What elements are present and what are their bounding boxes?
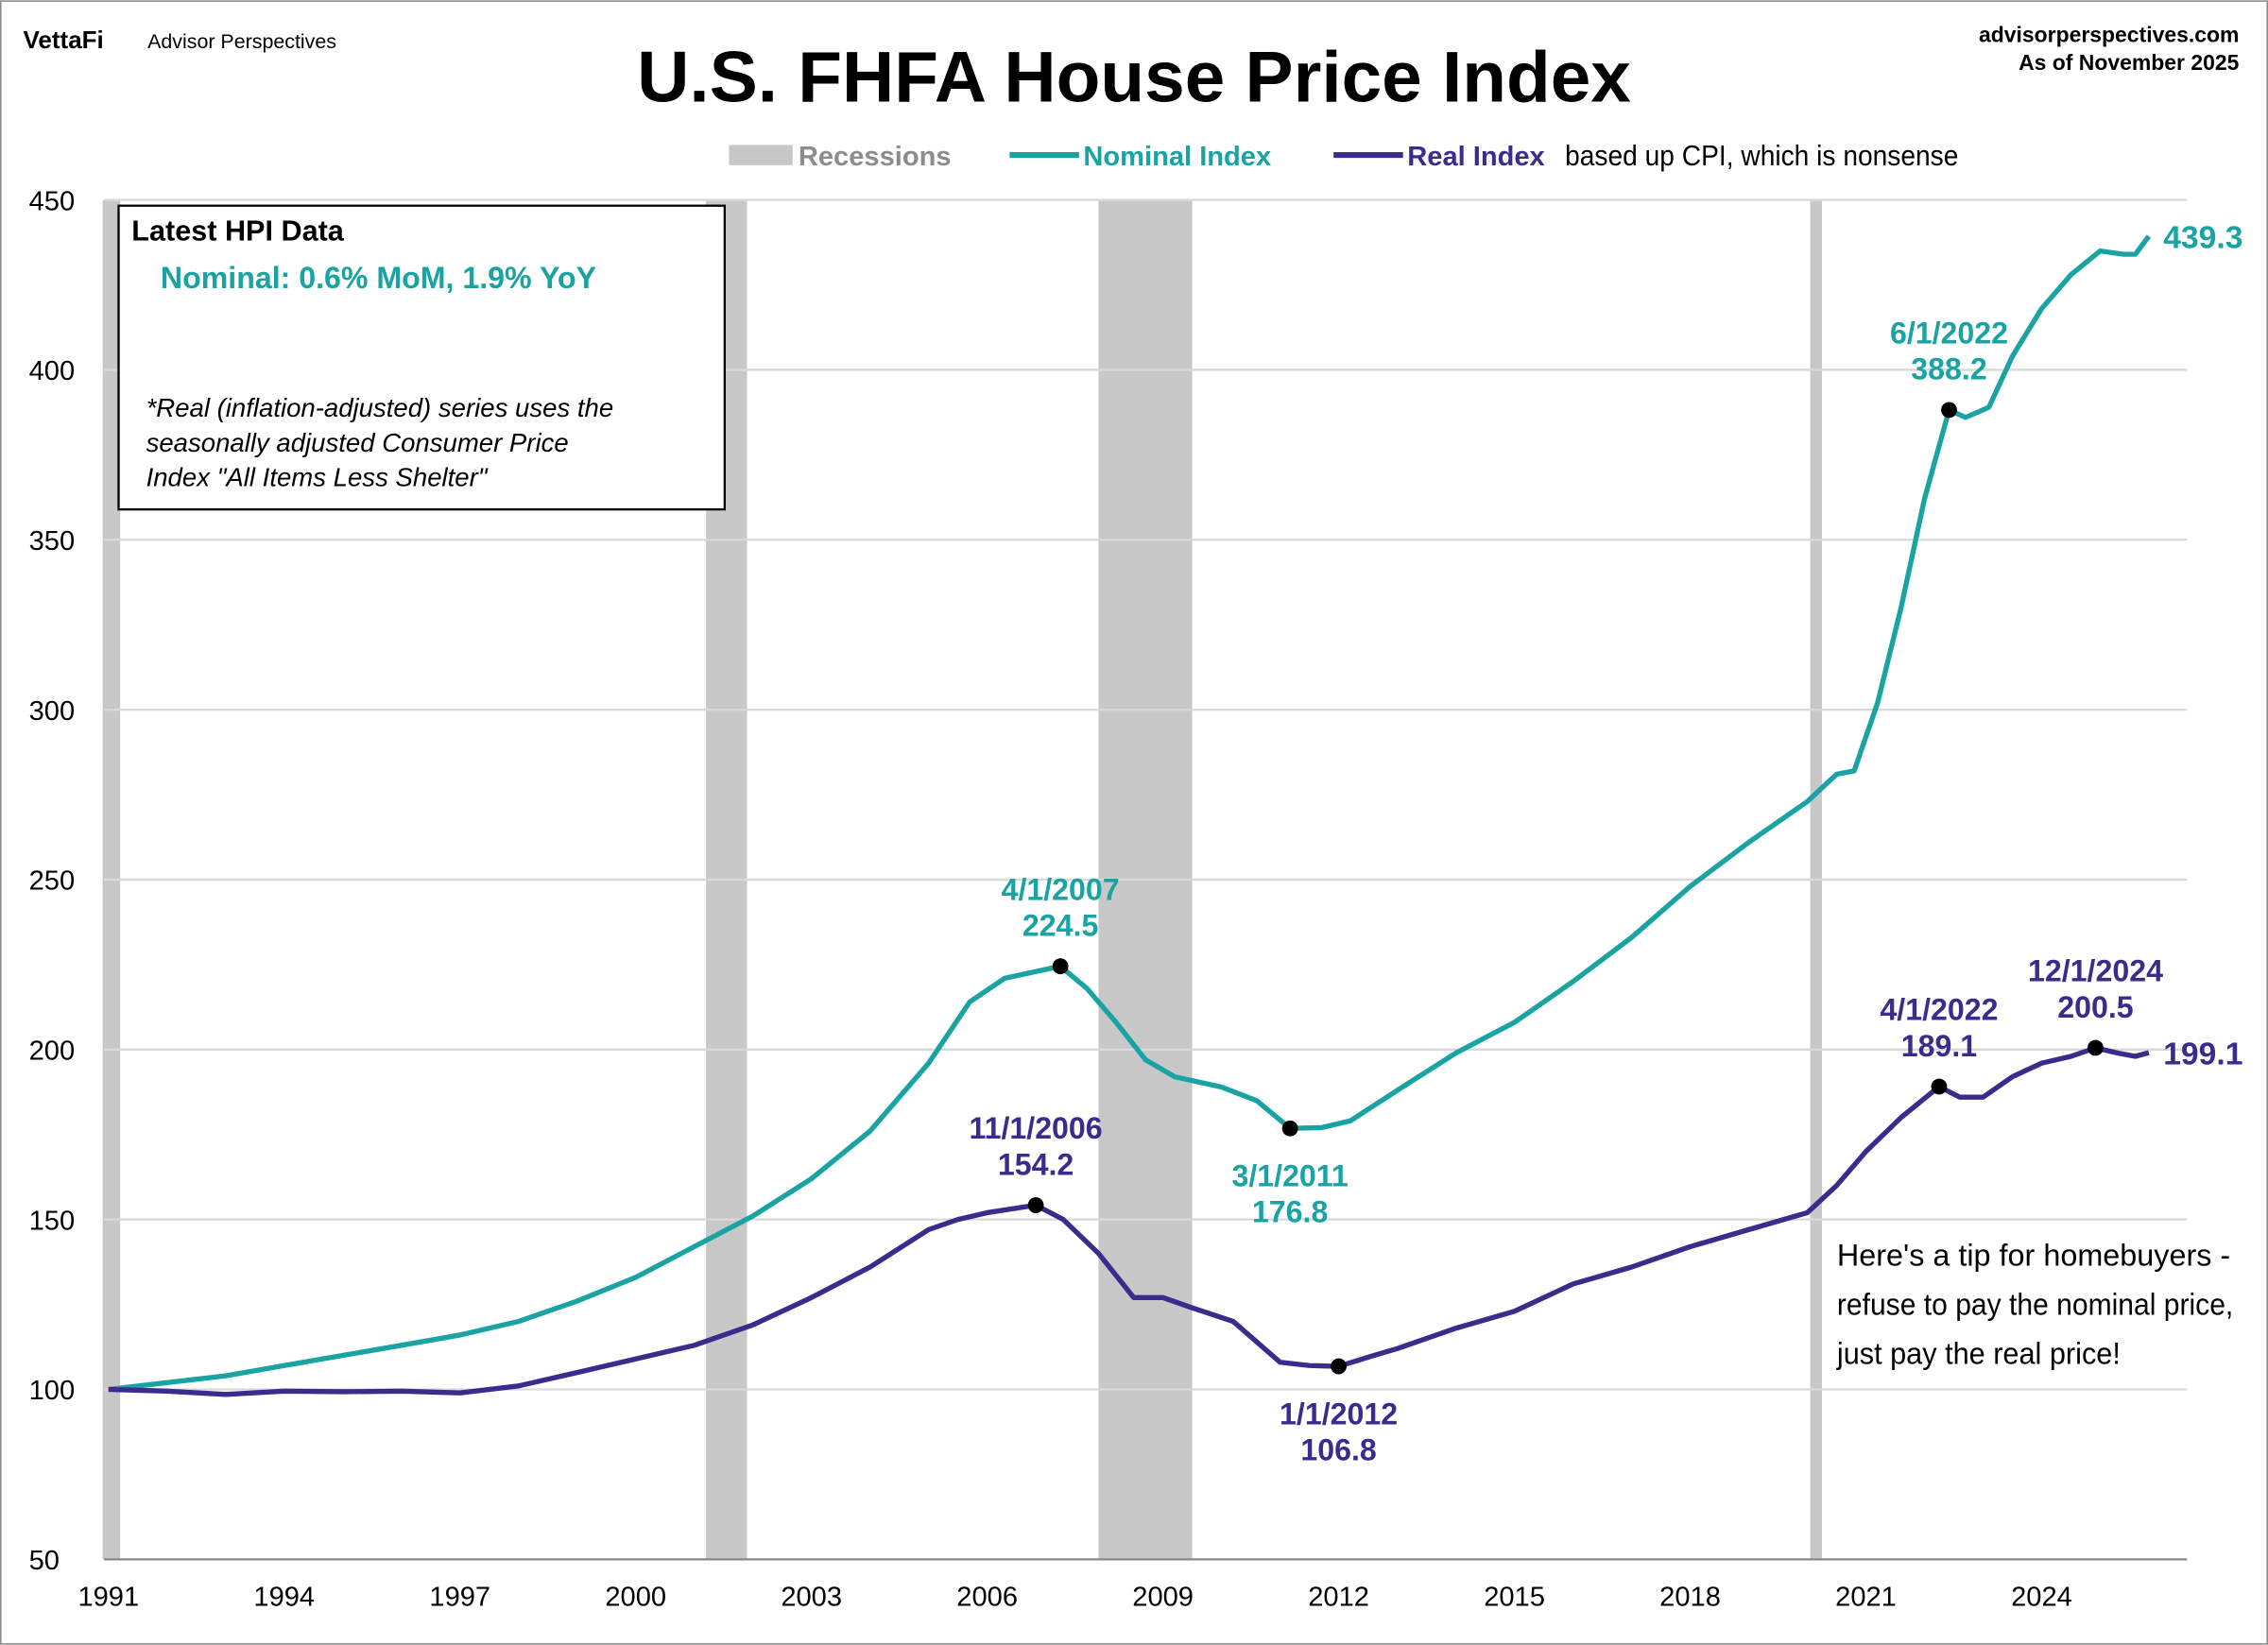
annotation-value: 106.8 [1300,1433,1376,1467]
x-tick-label: 2003 [781,1582,842,1612]
info-box-title: Latest HPI Data [131,214,345,247]
annotation-date: 4/1/2007 [1002,872,1120,906]
annotation-value: 200.5 [2057,990,2133,1024]
info-box-nominal: Nominal: 0.6% MoM, 1.9% YoY [161,261,596,295]
x-tick-label: 1997 [429,1582,490,1612]
tip-line-3: just pay the real price! [1836,1337,2121,1371]
tip-line-2: refuse to pay the nominal price, [1837,1288,2233,1322]
annotation-dot [1941,402,1957,419]
site-url: advisorperspectives.com [1979,23,2239,47]
x-tick-label: 2000 [605,1582,666,1612]
annotation-value: 176.8 [1252,1195,1328,1229]
nominal-end-label: 439.3 [2163,220,2242,255]
x-tick-label: 2012 [1308,1582,1369,1612]
annotation-date: 12/1/2024 [2028,954,2163,988]
info-box-note-3: Index "All Items Less Shelter" [146,463,489,492]
y-tick-label: 450 [29,186,76,216]
latest-hpi-box: Latest HPI Data Nominal: 0.6% MoM, 1.9% … [117,204,726,511]
x-tick-label: 2006 [956,1582,1018,1612]
legend-real: Real Index [1407,142,1544,172]
x-tick-label: 1994 [253,1582,315,1612]
annotation-dot [2088,1039,2104,1056]
annotation-date: 1/1/2012 [1280,1397,1398,1431]
annotation-value: 189.1 [1901,1029,1977,1063]
y-tick-label: 400 [29,356,76,386]
x-tick-label: 2015 [1484,1582,1545,1612]
x-tick-label: 2018 [1659,1582,1721,1612]
x-tick-label: 2024 [2011,1582,2072,1612]
brand-sub: Advisor Perspectives [147,30,336,53]
x-tick-label: 1991 [77,1582,139,1612]
x-tick-label: 2021 [1835,1582,1897,1612]
legend-real-suffix: based up CPI, which is nonsense [1565,140,1958,172]
annotation-date: 6/1/2022 [1890,316,2008,350]
chart-title: U.S. FHFA House Price Index [637,37,1631,117]
annotation-date: 11/1/2006 [970,1111,1103,1145]
as-of-date: As of November 2025 [2019,50,2240,75]
real-index-line [108,1045,2150,1397]
legend-recessions: Recessions [799,142,952,172]
nominal-index-line [108,234,2152,1393]
legend-recession-swatch [729,145,793,165]
y-tick-label: 100 [29,1376,76,1406]
tip-annotation: Here's a tip for homebuyers - refuse to … [1836,1239,2233,1371]
y-tick-label: 250 [29,866,76,897]
annotation-dot [1281,1120,1298,1137]
y-tick-label: 150 [29,1206,76,1236]
annotation-value: 154.2 [998,1147,1074,1181]
annotation-value: 388.2 [1911,352,1986,386]
annotation-date: 4/1/2022 [1880,993,1998,1027]
annotation-value: 224.5 [1022,909,1098,943]
y-tick-label: 300 [29,696,76,727]
x-tick-label: 2009 [1132,1582,1194,1612]
y-tick-label: 50 [29,1546,60,1576]
annotation-dot [1027,1197,1044,1213]
real-end-label: 199.1 [2163,1037,2242,1071]
brand-logo: VettaFi [23,26,103,54]
legend: Recessions Nominal Index Real Index base… [729,140,1958,172]
y-tick-label: 350 [29,526,76,557]
info-box-note-1: *Real (inflation-adjusted) series uses t… [146,393,614,422]
tip-line-1: Here's a tip for homebuyers - [1837,1239,2230,1273]
y-tick-label: 200 [29,1037,76,1067]
annotation-date: 3/1/2011 [1231,1158,1348,1192]
annotation-dot [1931,1078,1948,1095]
annotation-dot [1331,1358,1347,1375]
annotation-dot [1052,958,1069,975]
legend-nominal: Nominal Index [1083,142,1271,172]
info-box-note-2: seasonally adjusted Consumer Price [146,428,569,457]
